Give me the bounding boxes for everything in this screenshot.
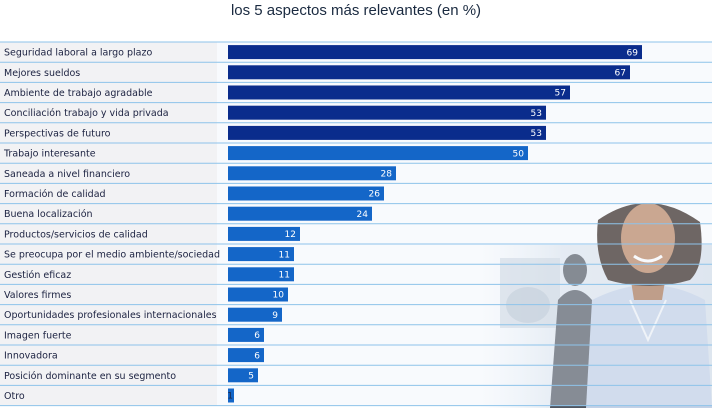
category-label: Buena localización <box>4 209 93 220</box>
value-label: 6 <box>254 331 260 341</box>
value-label: 28 <box>381 170 393 180</box>
bar <box>228 45 642 60</box>
category-label: Valores firmes <box>4 290 71 301</box>
value-label: 10 <box>273 291 285 301</box>
value-label: 53 <box>531 109 542 119</box>
chart-rows: Seguridad laboral a largo plazo 69Mejores… <box>0 41 712 407</box>
value-label: 12 <box>285 230 296 240</box>
category-label: Se preocupa por el medio ambiente/socied… <box>4 250 220 261</box>
value-label: 69 <box>627 48 639 58</box>
value-label: 11 <box>279 271 290 281</box>
category-label: Perspectivas de futuro <box>4 128 111 139</box>
category-label: Imagen fuerte <box>4 330 72 341</box>
category-label: Otro <box>4 391 25 402</box>
category-label: Gestión eficaz <box>4 270 71 281</box>
category-label: Ambiente de trabajo agradable <box>4 88 153 99</box>
value-label: 67 <box>615 69 626 79</box>
value-label: 1 <box>227 392 233 402</box>
value-label: 6 <box>254 351 260 361</box>
bar <box>228 65 630 80</box>
value-label: 26 <box>369 190 381 200</box>
bar <box>228 186 384 201</box>
bar <box>228 307 282 322</box>
bar <box>228 226 300 241</box>
bar <box>228 287 288 302</box>
bar <box>228 247 294 262</box>
bar <box>228 267 294 282</box>
bar <box>228 206 372 221</box>
bar <box>228 85 570 100</box>
bar <box>228 348 264 363</box>
bar <box>228 125 546 140</box>
value-label: 57 <box>555 89 566 99</box>
category-label: Saneada a nivel financiero <box>4 169 130 180</box>
value-label: 5 <box>248 372 254 382</box>
category-label: Mejores sueldos <box>4 68 80 79</box>
category-label: Formación de calidad <box>4 189 106 200</box>
value-label: 9 <box>272 311 278 321</box>
bar <box>228 327 264 342</box>
category-label: Trabajo interesante <box>3 149 96 160</box>
value-label: 24 <box>357 210 369 220</box>
category-label: Posición dominante en su segmento <box>4 371 176 382</box>
category-label: Productos/servicios de calidad <box>4 229 148 240</box>
bar <box>228 368 258 383</box>
category-label: Oportunidades profesionales internaciona… <box>4 310 217 321</box>
value-label: 53 <box>531 129 542 139</box>
category-label: Innovadora <box>4 351 58 362</box>
bar <box>228 105 546 120</box>
bar <box>228 146 528 161</box>
category-label: Seguridad laboral a largo plazo <box>4 48 152 59</box>
woman-photo <box>480 202 712 408</box>
bar <box>228 388 234 403</box>
category-label: Conciliación trabajo y vida privada <box>4 108 169 119</box>
chart-title: los 5 aspectos más relevantes (en %) <box>230 2 482 19</box>
bar <box>228 166 396 181</box>
value-label: 50 <box>513 149 525 159</box>
value-label: 11 <box>279 250 290 260</box>
